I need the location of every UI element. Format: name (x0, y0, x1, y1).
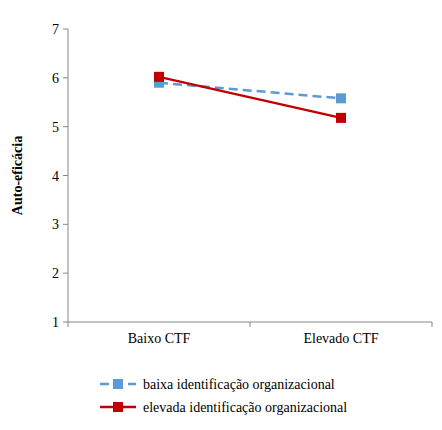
series-line (159, 83, 341, 99)
y-tick-label: 5 (52, 120, 59, 135)
y-tick (63, 77, 68, 78)
y-tick (63, 126, 68, 127)
y-tick (63, 224, 68, 225)
series-line (159, 77, 341, 118)
legend-label: elevada identificação organizacional (143, 400, 347, 415)
series-marker (336, 113, 346, 123)
y-tick-label: 1 (52, 315, 59, 330)
x-tick-label: Elevado CTF (303, 331, 378, 346)
plot-area (154, 72, 346, 123)
y-tick-label: 2 (52, 266, 59, 281)
y-tick (63, 273, 68, 274)
x-tick (250, 322, 251, 327)
y-axis-label: Auto-eficácia (10, 136, 25, 215)
y-tick-label: 3 (52, 217, 59, 232)
x-tick (432, 322, 433, 327)
legend-label: baixa identificação organizacional (143, 377, 335, 392)
legend-marker (113, 402, 123, 412)
series-marker (336, 93, 346, 103)
series-marker (154, 72, 164, 82)
x-tick-label: Baixo CTF (128, 331, 191, 346)
y-tick-label: 7 (52, 22, 59, 37)
chart: 1 2 3 4 5 6 7 Baixo CTF Elevado CTF Auto-eficácia… (0, 0, 442, 430)
legend-marker (113, 379, 123, 389)
y-tick (63, 29, 68, 30)
y-tick-label: 4 (52, 169, 59, 184)
y-tick-label: 6 (52, 71, 59, 86)
y-tick (63, 175, 68, 176)
y-tick (63, 322, 68, 323)
x-tick (68, 322, 69, 327)
